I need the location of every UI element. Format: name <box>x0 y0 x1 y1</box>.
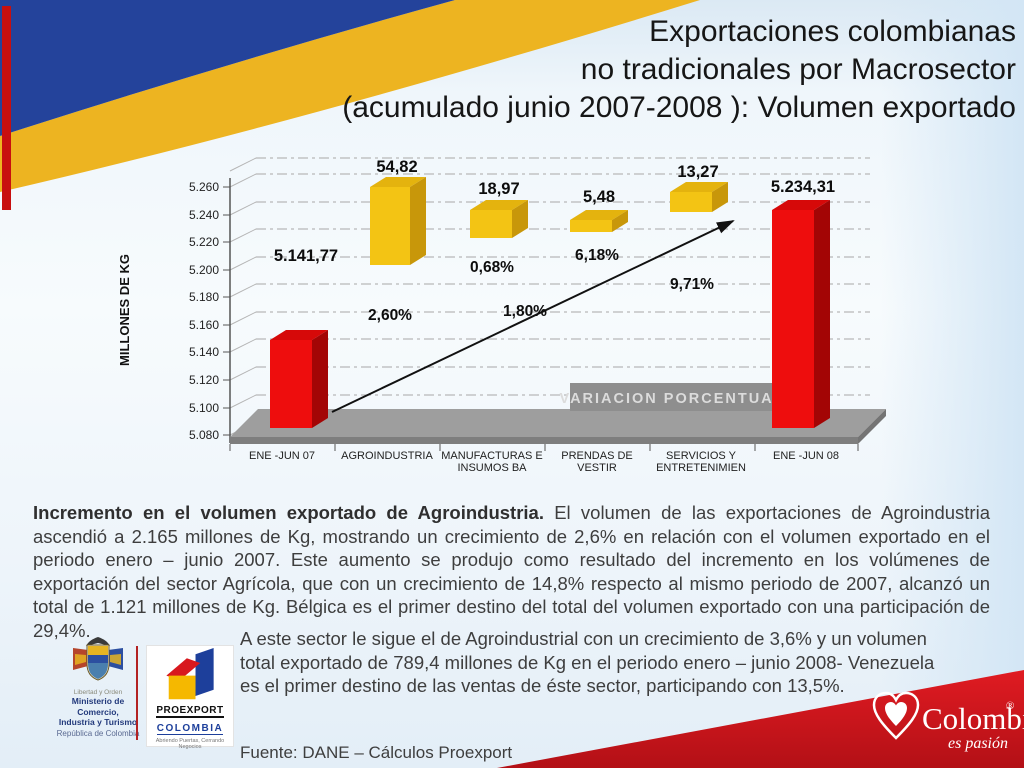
category-labels: ENE -JUN 07 AGROINDUSTRIA MANUFACTURAS E… <box>249 450 839 474</box>
cat-agroindustria: AGROINDUSTRIA <box>341 450 433 462</box>
pct-servicios: 9,71% <box>670 276 714 293</box>
variacion-porcentual-box: VARIACION PORCENTUAL <box>559 383 784 411</box>
proexport-logo: PROEXPORT COLOMBIA Abriendo Puertas, Cer… <box>146 645 234 750</box>
ytick-5180: 5.180 <box>189 290 219 304</box>
ministry-name-line2: Industria y Turismo <box>58 717 138 727</box>
ytick-5080: 5.080 <box>189 428 219 442</box>
cat-prendas-1: PRENDAS DE <box>561 450 633 462</box>
heart-icon <box>872 691 920 740</box>
cat-ene-jun-08: ENE -JUN 08 <box>773 450 839 462</box>
value-ene-jun-07: 5.141,77 <box>274 247 338 265</box>
cat-prendas-2: VESTIR <box>577 462 617 474</box>
chart-floor <box>229 409 886 451</box>
ministry-motto: Libertad y Orden <box>73 689 123 696</box>
colombia-brand-text: Colombia <box>922 701 1024 736</box>
ytick-5100: 5.100 <box>189 401 219 415</box>
logo-divider-line <box>136 646 138 740</box>
variacion-porcentual-label: VARIACION PORCENTUAL <box>559 391 784 407</box>
red-edge-strip <box>2 6 11 210</box>
ministry-logo: Libertad y Orden Ministerio de Comercio,… <box>52 636 144 739</box>
ministry-republic-line: República de Colombia <box>56 728 140 738</box>
trend-arrow <box>331 220 735 413</box>
cat-manufacturas-2: INSUMOS BA <box>457 462 527 474</box>
proexport-cube-icon <box>166 648 214 700</box>
bar-ene-jun-07 <box>270 330 328 428</box>
header-decoration <box>0 0 700 210</box>
navy-corner-shape <box>0 0 455 136</box>
ytick-5120: 5.120 <box>189 373 219 387</box>
pct-labels: 2,60% 0,68% 6,18% 9,71% 1,80% <box>368 247 714 324</box>
ministry-name-line1: Ministerio de Comercio, <box>71 696 125 717</box>
cat-servicios-2: ENTRETENIMIEN <box>656 462 746 474</box>
ytick-5140: 5.140 <box>189 345 219 359</box>
proexport-country: COLOMBIA <box>156 723 224 735</box>
slide-title: Exportaciones colombianas no tradicional… <box>342 13 1016 127</box>
bar-ene-jun-08 <box>772 200 830 428</box>
title-line-1: Exportaciones colombianas <box>649 15 1016 48</box>
y-axis-title: MILLONES DE KG <box>117 254 132 366</box>
cat-ene-jun-07: ENE -JUN 07 <box>249 450 315 462</box>
ytick-5200: 5.200 <box>189 263 219 277</box>
ytick-5160: 5.160 <box>189 318 219 332</box>
paragraph-lead-bold: Incremento en el volumen exportado de Ag… <box>33 502 544 523</box>
pct-agroindustria: 2,60% <box>368 307 412 324</box>
proexport-tagline: Abriendo Puertas, Cerrando Negocios <box>155 738 225 750</box>
pct-total-variacion: 1,80% <box>503 303 547 320</box>
body-paragraph-agroindustrial: A este sector le sigue el de Agroindustr… <box>240 628 935 696</box>
colombia-coat-of-arms-icon <box>73 637 123 681</box>
pct-manufacturas: 0,68% <box>470 259 514 276</box>
cat-manufacturas-1: MANUFACTURAS E <box>441 450 542 462</box>
source-note: Fuente: DANE – Cálculos Proexport <box>240 743 513 762</box>
title-line-3: (acumulado junio 2007-2008 ): Volumen ex… <box>342 91 1016 124</box>
proexport-name: PROEXPORT <box>156 705 224 718</box>
cat-servicios-1: SERVICIOS Y <box>666 450 737 462</box>
body-paragraph-agroindustria: Incremento en el volumen exportado de Ag… <box>33 501 990 642</box>
colombia-tagline: es pasión <box>948 735 1008 752</box>
ytick-5220: 5.220 <box>189 235 219 249</box>
colombia-registered-mark: ® <box>1006 700 1014 712</box>
pct-prendas: 6,18% <box>575 247 619 264</box>
gold-curve-band <box>0 0 700 192</box>
title-line-2: no tradicionales por Macrosector <box>580 53 1016 86</box>
paragraph-rest: El volumen de las exportaciones de Agroi… <box>33 502 990 641</box>
